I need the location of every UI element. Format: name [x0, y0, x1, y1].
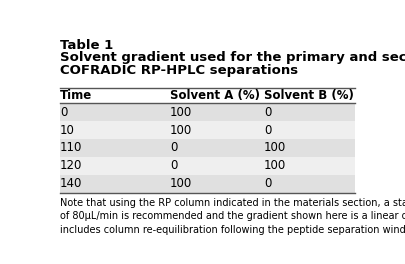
Text: 100: 100 [170, 124, 192, 136]
Text: 10: 10 [60, 124, 75, 136]
Text: 100: 100 [264, 142, 286, 154]
Text: 0: 0 [264, 177, 271, 190]
Text: 110: 110 [60, 142, 82, 154]
Bar [60, 175, 355, 193]
Text: 100: 100 [170, 106, 192, 119]
Text: Solvent A (%): Solvent A (%) [170, 89, 260, 102]
Text: Note that using the RP column indicated in the materials section, a stable flow : Note that using the RP column indicated … [60, 198, 405, 235]
Text: 140: 140 [60, 177, 82, 190]
Bar [60, 139, 355, 157]
Text: Solvent B (%): Solvent B (%) [264, 89, 354, 102]
Text: Time: Time [60, 89, 92, 102]
Text: 0: 0 [264, 106, 271, 119]
Bar [60, 103, 355, 121]
Text: 0: 0 [60, 106, 67, 119]
Text: Solvent gradient used for the primary and secondary: Solvent gradient used for the primary an… [60, 51, 405, 64]
Bar [60, 121, 355, 139]
Text: COFRADIC RP-HPLC separations: COFRADIC RP-HPLC separations [60, 64, 298, 77]
Text: 0: 0 [264, 124, 271, 136]
Text: Table 1: Table 1 [60, 39, 113, 52]
Bar [60, 157, 355, 175]
Text: 0: 0 [170, 142, 177, 154]
Text: 120: 120 [60, 159, 82, 172]
Text: 100: 100 [170, 177, 192, 190]
Text: 0: 0 [170, 159, 177, 172]
Text: 100: 100 [264, 159, 286, 172]
